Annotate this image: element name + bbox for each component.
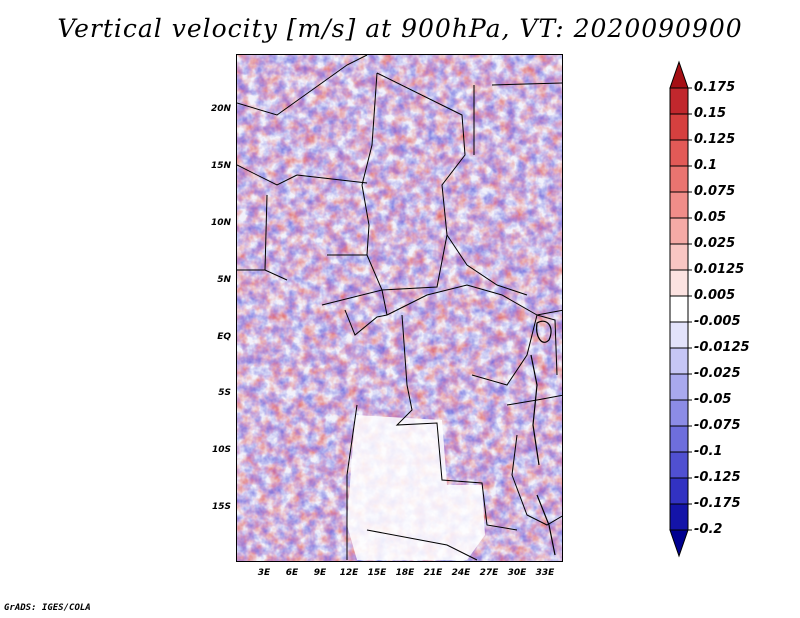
lat-label-10s: 10S: [211, 445, 231, 455]
colorbar-cell: [669, 139, 689, 167]
colorbar-cell: [669, 269, 689, 297]
lon-label-18e: 18E: [395, 568, 415, 578]
colorbar-label: -0.0125: [694, 340, 750, 355]
lat-label-15n: 15N: [210, 161, 231, 171]
colorbar-label: 0.125: [694, 132, 736, 147]
colorbar-cell: [669, 295, 689, 323]
colorbar-label: -0.125: [694, 470, 741, 485]
lon-label-21e: 21E: [423, 568, 443, 578]
lon-label-15e: 15E: [367, 568, 387, 578]
lat-label-5n: 5N: [217, 275, 231, 285]
lat-label-eq: EQ: [217, 332, 231, 342]
colorbar-label: -0.175: [694, 496, 741, 511]
colorbar-cell: [669, 243, 689, 271]
colorbar-cell: [669, 451, 689, 479]
colorbar-label: -0.005: [694, 314, 741, 329]
colorbar-cell: [669, 113, 689, 141]
colorbar-cell: [669, 191, 689, 219]
colorbar-cell: [669, 503, 689, 531]
lon-label-30e: 30E: [507, 568, 527, 578]
lon-label-12e: 12E: [339, 568, 359, 578]
colorbar-label: 0.05: [694, 210, 727, 225]
colorbar-label: -0.075: [694, 418, 741, 433]
colorbar-cell: [669, 321, 689, 349]
map-title: Vertical velocity [m/s] at 900hPa, VT: 2…: [57, 14, 743, 43]
colorbar-label: -0.2: [694, 522, 723, 537]
colorbar-label: 0.15: [694, 106, 727, 121]
colorbar-cell: [669, 477, 689, 505]
lon-label-27e: 27E: [479, 568, 499, 578]
colorbar-label: 0.1: [694, 158, 718, 173]
colorbar-label: 0.175: [694, 80, 736, 95]
lon-label-24e: 24E: [451, 568, 471, 578]
velocity-field: [237, 55, 562, 561]
lat-label-10n: 10N: [210, 218, 231, 228]
grads-credit: GrADS: IGES/COLA: [4, 603, 91, 613]
colorbar-cell: [669, 217, 689, 245]
colorbar-label: 0.0125: [694, 262, 745, 277]
vertical-velocity-map: [236, 54, 563, 562]
colorbar-label: -0.05: [694, 392, 732, 407]
colorbar-bottom-arrow: [669, 529, 689, 558]
lon-label-3e: 3E: [257, 568, 271, 578]
colorbar-label: -0.025: [694, 366, 741, 381]
lon-label-6e: 6E: [285, 568, 299, 578]
lon-label-9e: 9E: [313, 568, 327, 578]
lat-label-20n: 20N: [210, 104, 231, 114]
colorbar-cell: [669, 399, 689, 427]
colorbar-cell: [669, 165, 689, 193]
colorbar-label: 0.075: [694, 184, 736, 199]
colorbar-cell: [669, 347, 689, 375]
lat-label-15s: 15S: [211, 502, 231, 512]
lat-label-5s: 5S: [218, 388, 231, 398]
colorbar-cell: [669, 425, 689, 453]
colorbar-cell: [669, 373, 689, 401]
colorbar-cell: [669, 87, 689, 115]
lon-label-33e: 33E: [535, 568, 555, 578]
colorbar-label: -0.1: [694, 444, 723, 459]
colorbar-top-arrow: [669, 60, 689, 89]
colorbar-label: 0.005: [694, 288, 736, 303]
colorbar-label: 0.025: [694, 236, 736, 251]
